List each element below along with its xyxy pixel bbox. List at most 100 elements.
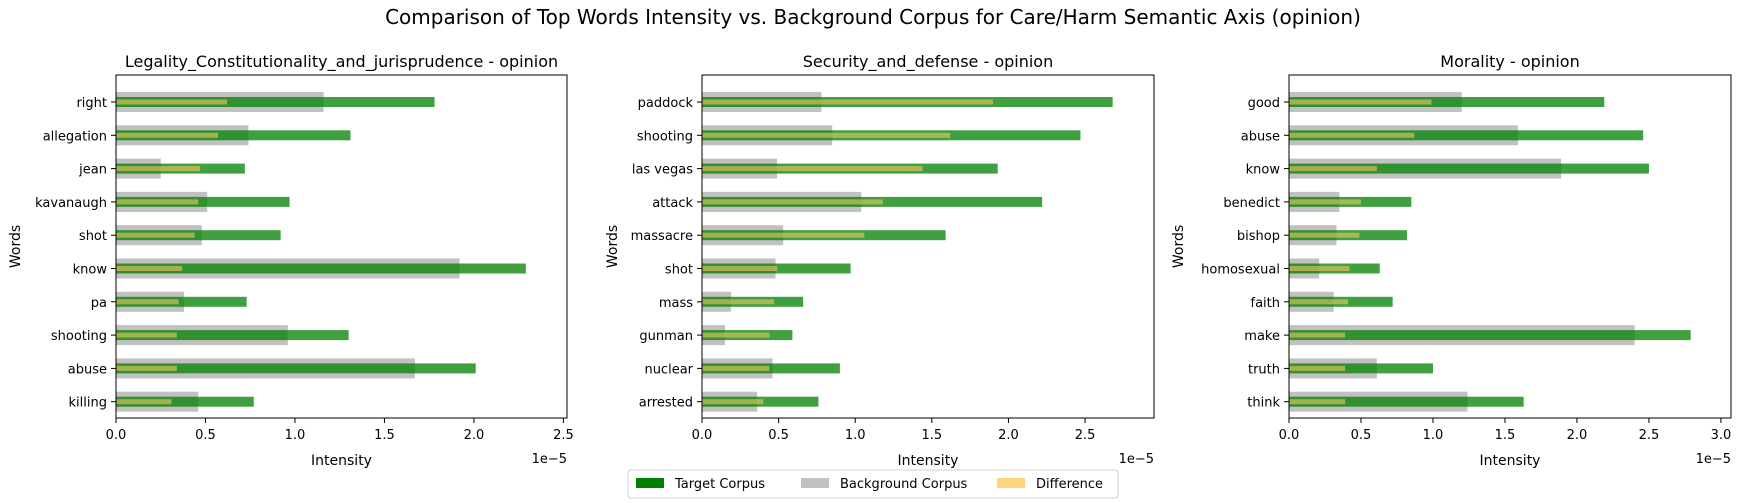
bar-target [116,230,281,241]
y-tick-label: abuse [1241,129,1280,144]
bar-target [116,263,526,274]
y-axis-label: Words [8,225,24,268]
bar-difference [116,299,179,305]
y-tick-label: nuclear [644,362,693,377]
legend: Target Corpus Background Corpus Difference [627,469,1119,499]
x-tick-label: 0.0 [106,428,127,443]
bar-target [116,396,254,407]
panel-3: Morality - opinion good abuse know benedict b… [1171,52,1732,469]
bar-difference [702,399,764,405]
x-tick-label: 0.5 [768,428,789,443]
bar-difference [116,399,172,405]
x-axis-label: Intensity [898,453,959,469]
y-tick-label: know [1246,163,1281,178]
x-scale-label: 1e−5 [532,452,567,467]
x-tick-label: 2.5 [1075,428,1096,443]
bar-difference [1289,199,1361,205]
bar-difference [116,132,219,138]
bar-target [702,363,840,374]
y-tick-label: truth [1248,362,1280,377]
figure-title: Comparison of Top Words Intensity vs. Ba… [385,5,1361,29]
bar-difference [1289,232,1360,238]
x-axis-label: Intensity [311,453,372,469]
y-tick-label: paddock [638,96,694,111]
bar-difference [1289,166,1377,172]
y-tick-label: bishop [1237,229,1280,244]
axes-frame [115,74,568,419]
x-tick-label: 0.5 [1351,428,1372,443]
y-tick-label: killing [69,396,107,411]
legend-swatch [801,478,829,488]
bar-difference [1289,332,1346,338]
y-tick-label: know [73,263,108,278]
y-axis-label: Words [605,225,621,268]
bar-target [116,97,435,107]
bar-difference [116,166,201,172]
x-scale-label: 1e−5 [1119,452,1154,467]
bar-difference [116,99,227,105]
bar-difference [1289,266,1350,271]
bar-difference [1289,365,1346,371]
legend-frame [627,469,1119,499]
y-tick-label: las vegas [632,163,693,178]
bar-target [1289,330,1691,341]
bar-target [116,363,476,374]
bar-target [116,196,290,207]
legend-label: Background Corpus [840,477,968,492]
y-tick-label: shot [665,263,693,278]
y-tick-label: good [1248,96,1280,111]
x-tick-label: 1.5 [1495,428,1516,443]
bar-difference [702,132,951,138]
panel-title: Security_and_defense - opinion [803,52,1053,72]
bar-difference [116,266,183,271]
bar-difference [702,332,770,338]
y-tick-label: kavanaugh [35,196,107,211]
y-tick-label: right [76,96,107,111]
x-tick-label: 1.0 [845,428,866,443]
y-tick-label: shooting [637,129,693,144]
y-tick-label: allegation [43,129,107,144]
legend-label: Difference [1036,477,1103,492]
y-tick-label: benedict [1223,196,1280,211]
x-tick-label: 2.5 [1639,428,1660,443]
bar-target [1289,363,1433,374]
axes-frame [701,74,1155,419]
panel-1: Legality_Constitutionality_and_jurisprud… [8,52,574,469]
panel-2: Security_and_defense - opinion paddock sho… [605,52,1155,469]
bar-difference [1289,132,1415,138]
y-tick-label: mass [659,296,693,311]
bar-target [116,130,351,141]
bar-difference [702,266,778,271]
y-tick-label: jean [78,163,107,178]
y-tick-label: attack [652,196,693,211]
x-tick-label: 0.5 [195,428,216,443]
bar-difference [1289,99,1432,105]
x-tick-label: 1.0 [285,428,306,443]
y-tick-label: shot [79,229,107,244]
bar-difference [702,299,775,305]
y-tick-label: gunman [639,329,693,344]
bar-target [116,330,349,341]
bar-difference [116,332,177,338]
bar-target [116,296,247,307]
y-tick-label: homosexual [1201,263,1280,278]
y-tick-label: shooting [51,329,107,344]
y-tick-label: abuse [68,362,107,377]
bar-difference [702,199,883,205]
bar-target [1289,97,1605,107]
bar-difference [116,365,177,371]
bar-difference [116,199,199,205]
bar-target [1289,396,1524,407]
x-tick-label: 2.0 [1567,428,1588,443]
bar-difference [702,365,770,371]
x-tick-label: 0.0 [692,428,713,443]
x-tick-label: 2.0 [998,428,1019,443]
x-tick-label: 1.0 [1423,428,1444,443]
bar-difference [702,99,994,105]
x-tick-label: 1.5 [921,428,942,443]
bar-difference [116,232,195,238]
x-tick-label: 1.5 [374,428,395,443]
x-tick-label: 0.0 [1279,428,1300,443]
